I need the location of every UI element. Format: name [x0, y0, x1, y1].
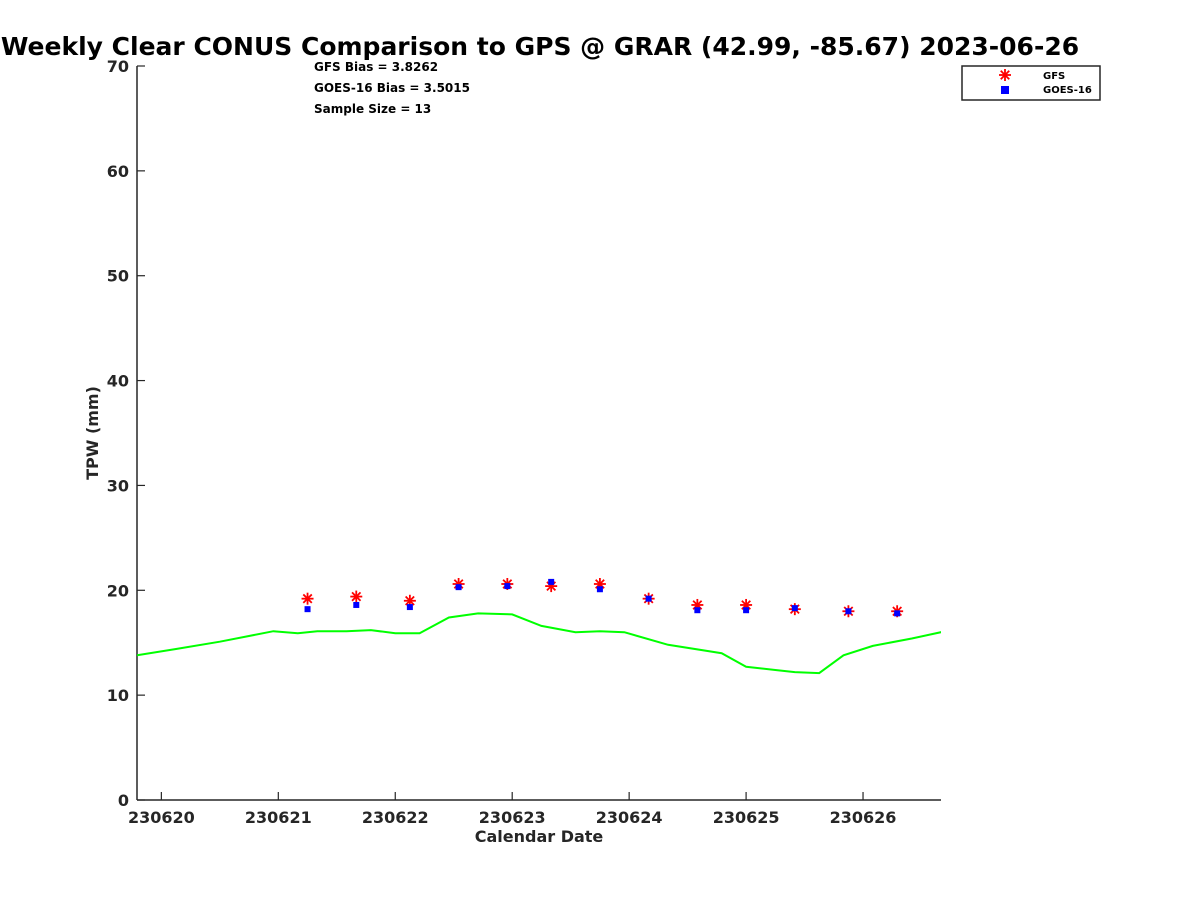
goes16-point: [455, 584, 462, 591]
series-layer: [137, 577, 941, 675]
y-tick-label: 70: [107, 57, 129, 76]
chart-title: Weekly Clear CONUS Comparison to GPS @ G…: [1, 32, 1079, 61]
x-tick-label: 230623: [479, 808, 546, 827]
legend-box: [961, 65, 1101, 101]
x-ticks: 230620 230621 230622 230623 230624 230625 2306…: [128, 792, 896, 827]
goes16-point: [743, 607, 750, 614]
goes16-point: [791, 605, 798, 612]
sample-size-annotation: Sample Size = 13: [314, 102, 431, 116]
y-tick-label: 60: [107, 162, 129, 181]
legend-gfs-asterisk-icon: [999, 69, 1011, 81]
goes16-point: [406, 604, 413, 611]
legend-goes-label: GOES-16: [1043, 85, 1092, 96]
x-tick-label: 230621: [245, 808, 312, 827]
legend: GFS GOES-16: [961, 65, 1101, 101]
plot-area: 0 10 20 30 40 50 60 70 230620 230621 230622 230623…: [107, 57, 941, 827]
gps-tpw-line: [137, 612, 941, 675]
gfs-bias-annotation: GFS Bias = 3.8262: [314, 60, 438, 74]
x-tick-label: 230626: [830, 808, 897, 827]
x-tick-label: 230624: [596, 808, 663, 827]
y-tick-label: 0: [118, 791, 129, 810]
y-ticks: 0 10 20 30 40 50 60 70: [107, 57, 145, 810]
goes16-point: [694, 607, 701, 614]
goes16-point: [504, 583, 511, 590]
y-tick-label: 10: [107, 686, 129, 705]
y-tick-label: 40: [107, 372, 129, 391]
y-tick-label: 20: [107, 581, 129, 600]
goes16-point: [894, 610, 901, 617]
legend-gfs-asterisk-mark: [999, 69, 1011, 81]
goes16-point: [353, 601, 360, 608]
gfs-point: [301, 592, 314, 605]
x-tick-label: 230620: [128, 808, 195, 827]
goes-bias-annotation: GOES-16 Bias = 3.5015: [314, 81, 470, 95]
x-axis-label: Calendar Date: [475, 827, 604, 846]
legend-goes-square-icon: [1001, 86, 1009, 94]
x-tick-label: 230622: [362, 808, 429, 827]
goes16-point: [548, 578, 555, 585]
goes16-point: [596, 586, 603, 593]
goes16-point: [645, 595, 652, 602]
y-tick-label: 50: [107, 267, 129, 286]
goes16-point: [304, 606, 311, 613]
gfs-point: [350, 590, 363, 603]
y-axis-label: TPW (mm): [83, 386, 102, 480]
x-tick-label: 230625: [713, 808, 780, 827]
y-tick-label: 30: [107, 476, 129, 495]
goes16-point: [845, 608, 852, 615]
bias-annotations: GFS Bias = 3.8262 GOES-16 Bias = 3.5015 …: [314, 60, 470, 116]
legend-gfs-label: GFS: [1043, 71, 1065, 82]
